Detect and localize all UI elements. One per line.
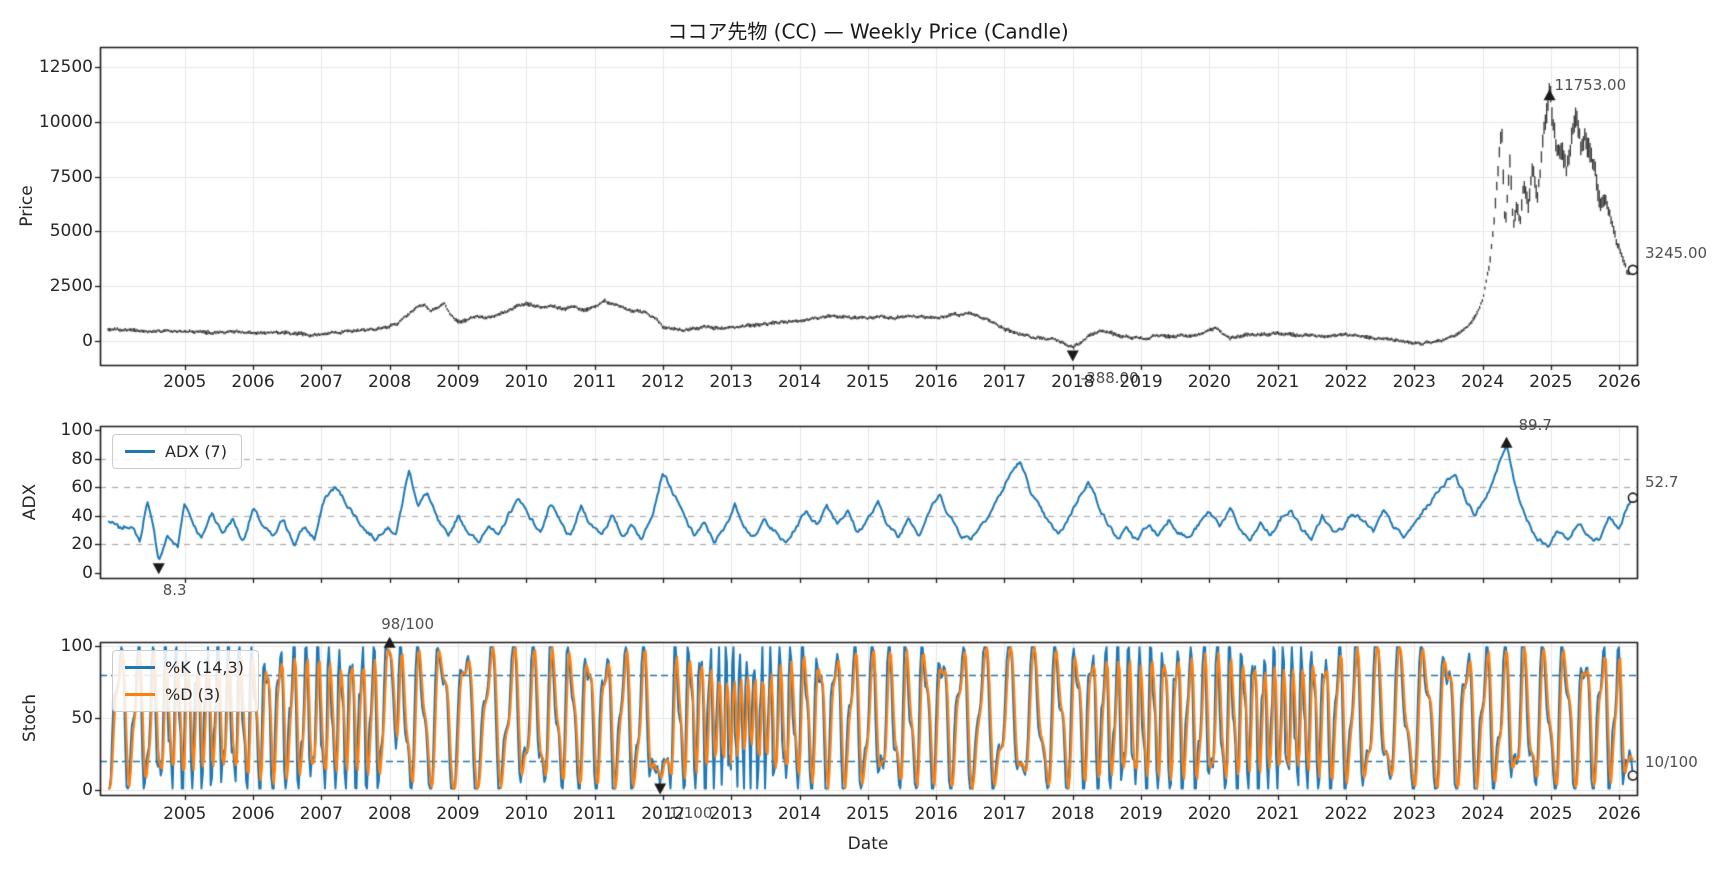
x-tick-label-top-2005: 2005	[163, 372, 207, 392]
x-tick-label-top-2012: 2012	[641, 372, 685, 392]
adx-legend: ADX (7)	[112, 434, 242, 469]
y-tick-label-price-5000: 5000	[49, 221, 93, 242]
y-tick-label-price-12500: 12500	[38, 56, 93, 77]
x-tick-label-bottom-2023: 2023	[1392, 804, 1436, 824]
x-tick-label-top-2016: 2016	[914, 372, 958, 392]
x-tick-label-top-2008: 2008	[367, 372, 412, 392]
chart-title: ココア先物 (CC) — Weekly Price (Candle)	[667, 19, 1069, 44]
y-tick-label-price-2500: 2500	[49, 276, 93, 297]
x-tick-label-bottom-2006: 2006	[231, 804, 275, 824]
stoch-k-legend-item: %K (14,3)	[125, 658, 244, 677]
annotation-83: 8.3	[162, 581, 187, 600]
y-tick-label-adx-60: 60	[71, 477, 93, 498]
stoch-d-line-swatch	[125, 693, 155, 696]
y-tick-label-price-10000: 10000	[38, 111, 93, 132]
annotation-527: 52.7	[1645, 472, 1679, 491]
x-tick-label-bottom-2005: 2005	[163, 804, 207, 824]
x-tick-label-top-2010: 2010	[504, 372, 548, 392]
x-tick-label-top-2023: 2023	[1392, 372, 1436, 392]
stoch-d-legend-item: %D (3)	[125, 685, 244, 704]
x-tick-label-bottom-2011: 2011	[572, 804, 617, 824]
x-tick-label-top-2006: 2006	[231, 372, 275, 392]
y-tick-label-adx-100: 100	[60, 420, 93, 440]
y-tick-label-price-7500: 7500	[49, 166, 93, 187]
x-tick-label-top-2025: 2025	[1529, 372, 1573, 392]
x-tick-label-bottom-2015: 2015	[846, 804, 890, 824]
x-tick-label-top-2007: 2007	[299, 372, 343, 392]
x-tick-label-top-2022: 2022	[1324, 372, 1368, 392]
x-tick-label-bottom-2017: 2017	[982, 804, 1027, 824]
x-tick-label-bottom-2014: 2014	[777, 804, 822, 824]
x-tick-label-bottom-2022: 2022	[1324, 804, 1368, 824]
x-tick-label-bottom-2024: 2024	[1460, 804, 1505, 824]
x-tick-label-bottom-2008: 2008	[367, 804, 412, 824]
x-tick-label-top-2018: 2018	[1051, 372, 1095, 392]
adx-axis-label: ADX	[20, 483, 40, 521]
y-tick-label-adx-20: 20	[71, 534, 93, 555]
annotation-897: 89.7	[1518, 415, 1552, 434]
x-tick-label-top-2011: 2011	[572, 372, 617, 392]
adx-line-swatch	[125, 450, 155, 453]
x-tick-label-bottom-2019: 2019	[1119, 804, 1163, 824]
x-tick-label-top-2013: 2013	[709, 372, 753, 392]
annotation-1100: 1/100	[669, 803, 713, 822]
adx-legend-label: ADX (7)	[165, 442, 227, 461]
x-tick-label-bottom-2016: 2016	[914, 804, 958, 824]
x-tick-label-bottom-2007: 2007	[299, 804, 343, 824]
x-tick-label-bottom-2012: 2012	[641, 804, 685, 824]
stoch-k-line-swatch	[125, 666, 155, 669]
x-tick-label-bottom-2010: 2010	[504, 804, 548, 824]
x-tick-label-top-2009: 2009	[436, 372, 480, 392]
x-tick-label-bottom-2020: 2020	[1187, 804, 1231, 824]
y-tick-label-stoch-100: 100	[60, 635, 93, 656]
adx-legend-item: ADX (7)	[125, 442, 227, 461]
y-tick-label-price-0: 0	[82, 330, 93, 351]
date-axis-label: Date	[847, 834, 889, 854]
x-tick-label-top-2020: 2020	[1187, 372, 1231, 392]
x-tick-label-top-2021: 2021	[1256, 372, 1300, 392]
price-axis-label: Price	[17, 185, 37, 227]
x-tick-label-bottom-2013: 2013	[709, 804, 753, 824]
x-tick-label-bottom-2026: 2026	[1597, 804, 1641, 824]
x-tick-label-bottom-2009: 2009	[436, 804, 480, 824]
x-tick-label-bottom-2018: 2018	[1051, 804, 1095, 824]
x-tick-label-top-2026: 2026	[1597, 372, 1641, 392]
y-tick-label-stoch-0: 0	[82, 779, 93, 800]
annotation-98100: 98/100	[381, 614, 435, 633]
y-tick-label-adx-0: 0	[82, 562, 93, 583]
y-tick-label-adx-40: 40	[71, 505, 93, 526]
x-tick-label-bottom-2021: 2021	[1256, 804, 1300, 824]
annotation-38800: -388.00	[1080, 368, 1139, 387]
stoch-legend: %K (14,3) %D (3)	[112, 650, 259, 712]
annotation-1175300: 11753.00	[1554, 76, 1627, 95]
x-tick-label-top-2017: 2017	[982, 372, 1027, 392]
y-tick-label-adx-80: 80	[71, 448, 93, 469]
x-tick-label-top-2015: 2015	[846, 372, 890, 392]
x-tick-label-top-2014: 2014	[777, 372, 822, 392]
annotation-324500: 3245.00	[1645, 243, 1708, 262]
x-tick-label-bottom-2025: 2025	[1529, 804, 1573, 824]
stoch-axis-label: Stoch	[20, 694, 40, 742]
stoch-k-legend-label: %K (14,3)	[165, 658, 244, 677]
stoch-d-legend-label: %D (3)	[165, 685, 221, 704]
y-tick-label-stoch-50: 50	[71, 707, 93, 728]
x-tick-label-top-2024: 2024	[1460, 372, 1505, 392]
x-tick-label-top-2019: 2019	[1119, 372, 1163, 392]
annotation-10100: 10/100	[1645, 752, 1698, 771]
